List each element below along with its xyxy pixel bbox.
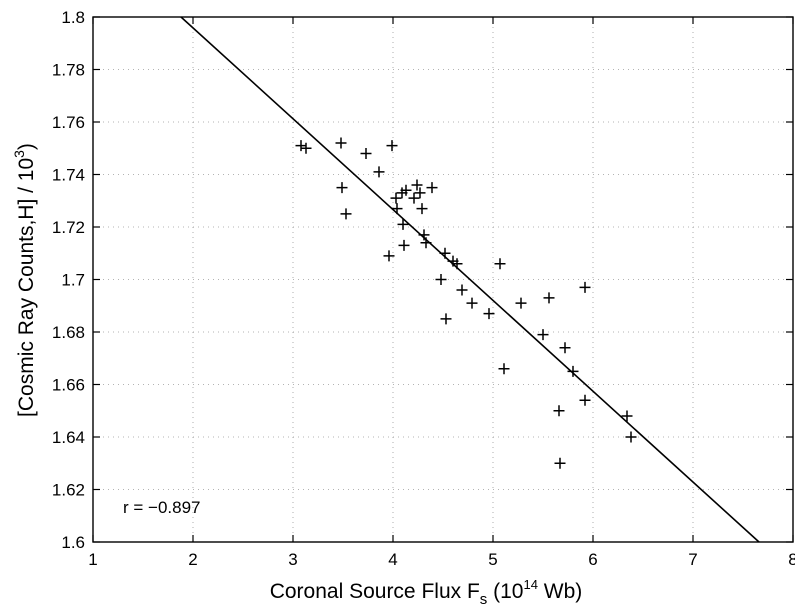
data-point-marker (373, 166, 385, 178)
data-point-marker (554, 457, 566, 469)
y-tick-label: 1.7 (61, 271, 85, 290)
data-point-marker (420, 237, 432, 249)
x-tick-label: 1 (88, 550, 97, 569)
x-tick-label: 5 (488, 550, 497, 569)
correlation-annotation: r = −0.897 (123, 498, 201, 517)
regression-line (180, 16, 760, 543)
data-point-marker (435, 274, 447, 285)
data-point-marker (336, 182, 348, 194)
y-tick-label: 1.8 (61, 8, 85, 27)
y-tick-label: 1.72 (52, 218, 85, 237)
x-axis-title-unit-prefix: (10 (487, 580, 523, 603)
axis-ticks (92, 16, 794, 543)
data-point-marker (451, 258, 463, 270)
data-point-marker (340, 208, 352, 220)
y-tick-label: 1.74 (52, 166, 85, 185)
x-axis-title-main: Coronal Source Flux F (270, 580, 480, 603)
data-point-marker (466, 297, 478, 309)
data-point-marker (439, 247, 451, 259)
data-point-marker (408, 192, 420, 204)
y-tick-label: 1.6 (61, 533, 85, 552)
data-point-marker (416, 203, 428, 215)
data-point-marker (456, 284, 468, 296)
x-axis-title-unit-sup: 14 (523, 577, 537, 592)
data-point-marker (553, 405, 565, 417)
y-axis-title-sup: 3 (11, 150, 27, 158)
data-point-marker (383, 250, 395, 262)
x-tick-label: 7 (688, 550, 697, 569)
y-tick-label: 1.68 (52, 323, 85, 342)
data-point-marker (559, 342, 571, 354)
data-point-marker (543, 292, 555, 304)
data-point-marker (398, 239, 410, 251)
data-point-marker (625, 431, 637, 443)
data-point-marker (498, 363, 510, 375)
data-point-marker (567, 365, 579, 377)
data-point-marker (295, 140, 307, 152)
x-tick-label: 8 (788, 550, 795, 569)
x-tick-labels: 1 2 3 4 5 6 7 8 (88, 550, 795, 569)
data-point-marker (360, 148, 372, 159)
y-tick-label: 1.78 (52, 61, 85, 80)
data-points (295, 137, 637, 469)
data-point-marker (483, 308, 495, 320)
data-point-marker (537, 329, 549, 341)
y-tick-label: 1.66 (52, 376, 85, 395)
data-point-marker (391, 203, 403, 215)
x-axis-title: Coronal Source Flux Fs (1014 Wb) (270, 577, 583, 608)
data-point-marker (426, 182, 438, 194)
data-point-marker (400, 184, 412, 196)
y-axis-title: [Cosmic Ray Counts,H] / 103) (11, 143, 38, 417)
data-point-marker (494, 258, 506, 270)
x-tick-label: 2 (188, 550, 197, 569)
x-tick-label: 6 (588, 550, 597, 569)
data-point-marker (411, 179, 423, 191)
y-tick-label: 1.62 (52, 481, 85, 500)
data-point-marker (579, 394, 591, 406)
data-point-marker (418, 229, 430, 241)
data-point-marker (386, 140, 398, 152)
x-tick-label: 4 (388, 550, 397, 569)
data-point-marker (515, 297, 527, 309)
data-point-marker (440, 313, 452, 325)
y-axis-title-suffix: ) (15, 143, 38, 150)
x-axis-title-sub: s (480, 591, 488, 608)
y-tick-label: 1.76 (52, 113, 85, 132)
data-point-marker (335, 137, 347, 149)
data-point-marker (397, 218, 409, 230)
data-point-marker (414, 187, 426, 199)
y-tick-labels: 1.6 1.62 1.64 1.66 1.68 1.7 1.72 1.74 1.76 1.78 1.… (52, 8, 85, 552)
data-point-marker (300, 142, 312, 154)
y-tick-label: 1.64 (52, 428, 85, 447)
data-point-marker (579, 281, 591, 293)
x-axis-title-unit-suffix: Wb) (538, 580, 582, 603)
y-axis-title-main: [Cosmic Ray Counts,H] / 10 (15, 158, 38, 417)
data-point-marker (390, 192, 402, 204)
x-tick-label: 3 (288, 550, 297, 569)
data-point-marker (621, 410, 633, 422)
